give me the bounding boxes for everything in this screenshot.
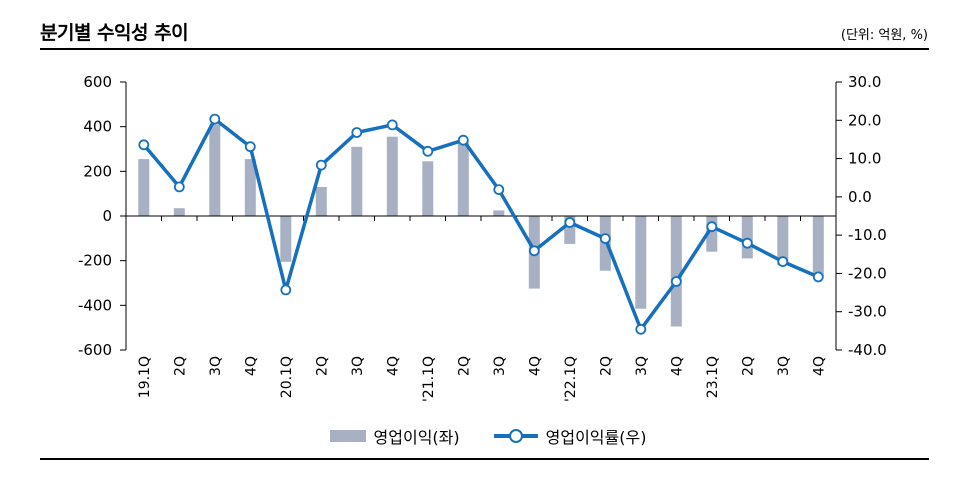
bar-7 bbox=[386, 136, 398, 216]
line-point-8 bbox=[422, 145, 434, 157]
bar-4 bbox=[280, 216, 292, 262]
legend-bar-label: 영업이익(좌) bbox=[373, 428, 460, 447]
line-point-5 bbox=[315, 159, 327, 171]
x-tick-label-8: '21.1Q bbox=[421, 356, 437, 402]
x-tick-label-10: 3Q bbox=[492, 356, 508, 376]
combo-chart: 600 400 200 0 -200 -400 -600 30.0 20.0 10.0 0.0 -10… bbox=[78, 73, 887, 402]
line-point-18 bbox=[777, 256, 789, 268]
line-point-7 bbox=[386, 119, 398, 131]
bar-2 bbox=[209, 124, 221, 216]
bar-6 bbox=[351, 146, 363, 216]
y-right-tick-label-4: -10.0 bbox=[848, 226, 887, 244]
y-right-tick-label-5: -20.0 bbox=[848, 264, 887, 282]
x-tick-label-18: 3Q bbox=[776, 356, 792, 376]
y-left-tick-label-2: 200 bbox=[83, 162, 112, 180]
bar-0 bbox=[138, 159, 150, 216]
x-tick-label-4: 20.1Q bbox=[279, 356, 295, 398]
x-tick-label-3: 4Q bbox=[243, 356, 259, 376]
y-left-tick-label-4: -200 bbox=[78, 252, 112, 270]
legend-item-line: 영업이익률(우) bbox=[493, 424, 647, 448]
line-point-12 bbox=[564, 217, 576, 228]
x-tick-label-19: 4Q bbox=[811, 356, 827, 376]
x-tick-label-17: 2Q bbox=[740, 356, 756, 376]
line-point-10 bbox=[493, 184, 505, 196]
bar-12 bbox=[564, 216, 576, 244]
y-left-tick-label-5: -400 bbox=[78, 296, 112, 314]
y-right-tick-label-6: -30.0 bbox=[848, 303, 887, 321]
x-tick-label-5: 2Q bbox=[314, 356, 330, 376]
line-point-3 bbox=[244, 141, 256, 153]
line-point-14 bbox=[635, 323, 647, 335]
x-tick-label-9: 2Q bbox=[456, 356, 472, 376]
bar-3 bbox=[244, 159, 256, 216]
line-point-2 bbox=[209, 113, 221, 125]
bar-18 bbox=[777, 216, 789, 266]
bar-15 bbox=[670, 216, 682, 327]
x-tick-label-13: 2Q bbox=[598, 356, 614, 376]
line-point-15 bbox=[670, 276, 682, 287]
x-tick-label-11: 4Q bbox=[527, 356, 543, 376]
y-right-tick-label-0: 30.0 bbox=[848, 73, 881, 91]
legend-line-swatch bbox=[493, 429, 538, 443]
y-left-tick-label-1: 400 bbox=[83, 118, 112, 136]
line-point-17 bbox=[741, 237, 753, 249]
bottom-rule bbox=[40, 458, 929, 460]
y-right-tick-label-7: -40.0 bbox=[848, 341, 887, 359]
x-tick-label-1: 2Q bbox=[172, 356, 188, 376]
x-tick-label-2: 3Q bbox=[208, 356, 224, 376]
x-tick-label-16: 23.1Q bbox=[705, 356, 721, 398]
x-tick-label-12: '22.1Q bbox=[563, 356, 579, 402]
x-tick-label-6: 3Q bbox=[350, 356, 366, 376]
bar-16 bbox=[706, 216, 718, 252]
bar-1 bbox=[173, 208, 185, 216]
bar-19 bbox=[812, 216, 824, 277]
y-right-tick-label-1: 20.0 bbox=[848, 111, 881, 129]
line-point-4 bbox=[280, 284, 292, 296]
line-point-6 bbox=[351, 127, 363, 138]
line-series-operating-margin bbox=[142, 117, 819, 332]
legend-item-bar: 영업이익(좌) bbox=[329, 424, 460, 448]
y-right-tick-label-2: 10.0 bbox=[848, 150, 881, 168]
legend: 영업이익(좌) 영업이익률(우) bbox=[0, 424, 976, 448]
bar-9 bbox=[457, 142, 469, 216]
x-tick-label-14: 3Q bbox=[634, 356, 650, 376]
bar-5 bbox=[315, 187, 327, 216]
y-left-tick-label-6: -600 bbox=[78, 341, 112, 359]
bar-10 bbox=[493, 210, 505, 216]
x-tick-label-15: 4Q bbox=[669, 356, 685, 376]
line-point-19 bbox=[812, 271, 824, 283]
y-right-tick-label-3: 0.0 bbox=[848, 188, 872, 206]
chart-title: 분기별 수익성 추이 bbox=[40, 22, 189, 44]
bar-8 bbox=[422, 161, 434, 216]
y-left-tick-label-3: 0 bbox=[102, 207, 112, 225]
line-point-13 bbox=[599, 233, 611, 245]
line-point-11 bbox=[528, 245, 540, 257]
bar-14 bbox=[635, 216, 647, 309]
x-tick-label-7: 4Q bbox=[385, 356, 401, 376]
line-point-9 bbox=[457, 134, 469, 146]
top-rule bbox=[40, 48, 929, 50]
legend-bar-swatch bbox=[329, 430, 366, 442]
legend-line-label: 영업이익률(우) bbox=[545, 428, 647, 447]
line-point-0 bbox=[138, 139, 150, 151]
unit-label: (단위: 억원, %) bbox=[840, 28, 928, 43]
bar-17 bbox=[741, 216, 753, 259]
line-point-16 bbox=[706, 221, 718, 233]
y-left-tick-label-0: 600 bbox=[83, 73, 112, 91]
line-point-1 bbox=[173, 181, 185, 193]
x-tick-label-0: 19.1Q bbox=[137, 356, 153, 398]
